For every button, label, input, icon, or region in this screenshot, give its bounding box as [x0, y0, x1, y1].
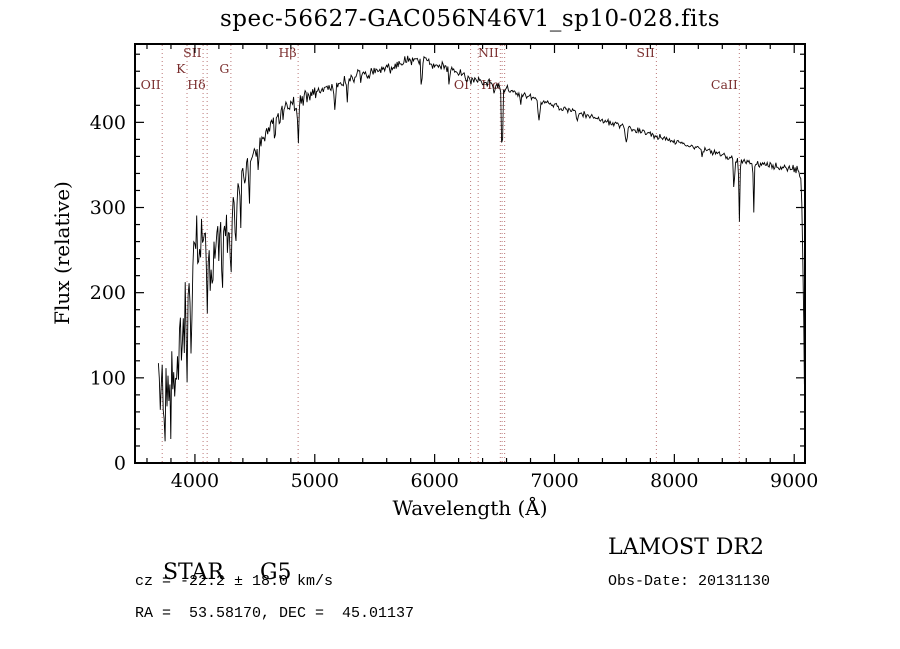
svg-text:4000: 4000 — [171, 470, 219, 492]
svg-text:Hα: Hα — [481, 77, 501, 92]
svg-text:Hδ: Hδ — [187, 77, 205, 92]
svg-text:OI: OI — [454, 77, 469, 92]
svg-text:9000: 9000 — [770, 470, 818, 492]
svg-text:G: G — [219, 61, 229, 76]
svg-text:5000: 5000 — [291, 470, 339, 492]
svg-text:0: 0 — [114, 453, 126, 475]
object-classification: STAR G5 — [135, 535, 292, 610]
object-subclass: G5 — [259, 560, 292, 585]
svg-text:NII: NII — [478, 45, 499, 60]
velocity-text: cz = -22.2 ± 18.0 km/s — [135, 573, 334, 590]
x-axis-label: Wavelength (Å) — [392, 496, 548, 520]
svg-text:Hβ: Hβ — [278, 45, 296, 60]
svg-text:CaII: CaII — [711, 77, 738, 92]
object-class: STAR — [162, 560, 224, 585]
coordinates-text: RA = 53.58170, DEC = 45.01137 — [135, 605, 415, 622]
svg-text:200: 200 — [90, 282, 126, 304]
svg-text:400: 400 — [90, 112, 126, 134]
svg-text:300: 300 — [90, 197, 126, 219]
svg-text:K: K — [176, 61, 186, 76]
svg-text:100: 100 — [90, 367, 126, 389]
svg-text:6000: 6000 — [410, 470, 458, 492]
y-axis-label: Flux (relative) — [50, 181, 74, 325]
svg-text:8000: 8000 — [650, 470, 698, 492]
obs-date-text: Obs-Date: 20131130 — [608, 573, 771, 590]
svg-text:OII: OII — [141, 77, 161, 92]
svg-text:SII: SII — [636, 45, 655, 60]
svg-text:7000: 7000 — [530, 470, 578, 492]
survey-label: LAMOST DR2 — [608, 535, 764, 560]
svg-text:SII: SII — [183, 45, 202, 60]
plot-title: spec-56627-GAC056N46V1_sp10-028.fits — [219, 6, 721, 32]
